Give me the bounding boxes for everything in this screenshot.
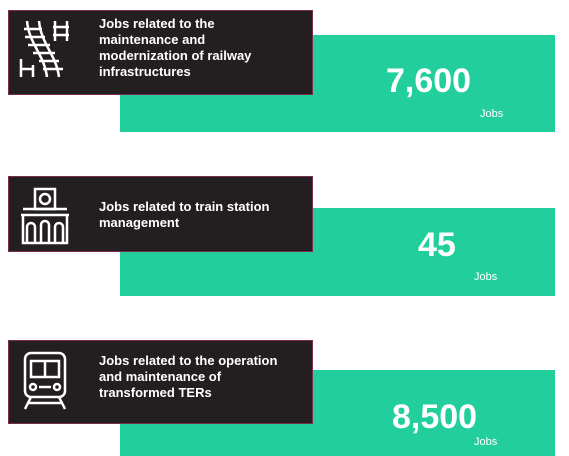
label: Jobs related to the operation and mainte… xyxy=(99,353,277,401)
label-line: infrastructures xyxy=(99,64,191,79)
unit: Jobs xyxy=(480,108,504,120)
value: 45 xyxy=(418,226,456,264)
station-icon xyxy=(21,187,69,245)
value: 8,500 xyxy=(392,398,478,436)
rail-icon xyxy=(19,20,69,78)
label-line: transformed TERs xyxy=(99,385,212,400)
label-panel: Jobs related to the operation and mainte… xyxy=(8,340,313,424)
label-line: maintenance and xyxy=(99,32,206,47)
label-panel: Jobs related to train station management xyxy=(8,176,313,252)
label-line: Jobs related to the xyxy=(99,16,215,31)
label-line: modernization of railway xyxy=(99,48,252,63)
label: Jobs related to the maintenance and mode… xyxy=(99,16,251,80)
label-line: Jobs related to train station xyxy=(99,199,270,214)
value: 7,600 xyxy=(386,62,472,100)
label-line: and maintenance of xyxy=(99,369,222,384)
unit: Jobs xyxy=(474,271,498,283)
label-panel: Jobs related to the maintenance and mode… xyxy=(8,10,313,95)
label: Jobs related to train station management xyxy=(99,199,269,231)
label-line: management xyxy=(99,215,180,230)
train-icon xyxy=(23,351,67,410)
label-line: Jobs related to the operation xyxy=(99,353,278,368)
unit: Jobs xyxy=(474,436,498,448)
